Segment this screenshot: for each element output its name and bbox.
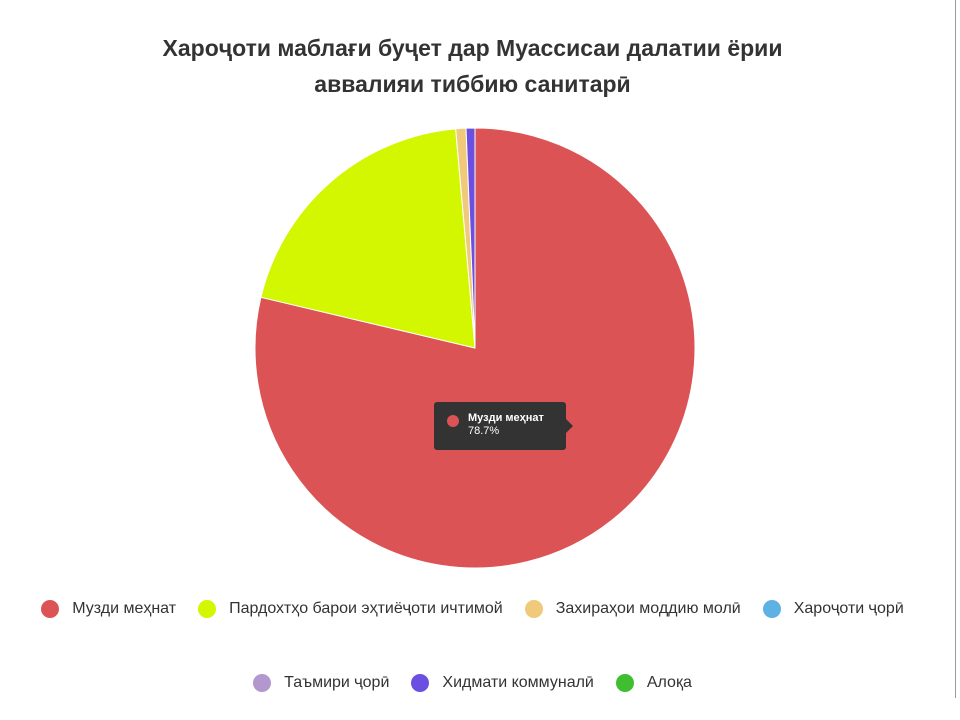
legend-item-3[interactable]: Захираҳои моддию молӣ <box>524 598 741 620</box>
legend-marker-5 <box>253 674 272 692</box>
tooltip-label: Музди меҳнат <box>468 412 544 424</box>
tooltip-value: 78.7% <box>468 425 500 437</box>
legend-item-6[interactable]: Хидмати коммуналӣ <box>411 672 594 694</box>
legend-item-4[interactable]: Хароҷоти ҷорӣ <box>762 598 904 620</box>
pie-slice-2[interactable] <box>260 128 476 349</box>
legend-marker-4 <box>762 600 781 618</box>
tooltip-color-marker <box>447 415 459 427</box>
legend-item-7[interactable]: Алоқа <box>615 672 692 694</box>
pie-slice-6[interactable] <box>465 127 476 349</box>
chart-title: Хароҷоти маблағи буҷет дар Муассисаи дал… <box>0 30 945 102</box>
chart-legend: Музди меҳнат Пардохтҳо барои эҳтиёҷоти ич… <box>0 598 945 694</box>
legend-label-7: Алоқа <box>646 674 692 691</box>
legend-marker-1 <box>41 600 60 618</box>
pie-chart <box>254 127 696 569</box>
legend-label-5: Таъмири ҷорӣ <box>284 674 390 691</box>
legend-label-3: Захираҳои моддию молӣ <box>555 600 741 617</box>
legend-item-5[interactable]: Таъмири ҷорӣ <box>253 672 389 694</box>
legend-item-2[interactable]: Пардохтҳо барои эҳтиёҷоти ичтимой <box>198 598 503 620</box>
chart-tooltip: Музди меҳнат 78.7% <box>434 402 573 450</box>
legend-label-1: Музди меҳнат <box>72 600 177 617</box>
legend-marker-3 <box>524 600 543 618</box>
pie-slice-1[interactable] <box>254 127 696 569</box>
legend-marker-2 <box>198 600 217 618</box>
legend-item-1[interactable]: Музди меҳнат <box>41 598 176 620</box>
legend-label-4: Хароҷоти ҷорӣ <box>793 600 904 617</box>
legend-marker-7 <box>615 674 634 692</box>
legend-marker-6 <box>411 674 430 692</box>
right-border-line <box>955 0 956 698</box>
chart-title-line-2: аввалияи тиббию санитарӣ <box>314 71 631 97</box>
chart-title-line-1: Хароҷоти маблағи буҷет дар Муассисаи дал… <box>162 35 783 61</box>
legend-label-2: Пардохтҳо барои эҳтиёҷоти ичтимой <box>229 600 503 617</box>
legend-label-6: Хидмати коммуналӣ <box>442 674 594 691</box>
